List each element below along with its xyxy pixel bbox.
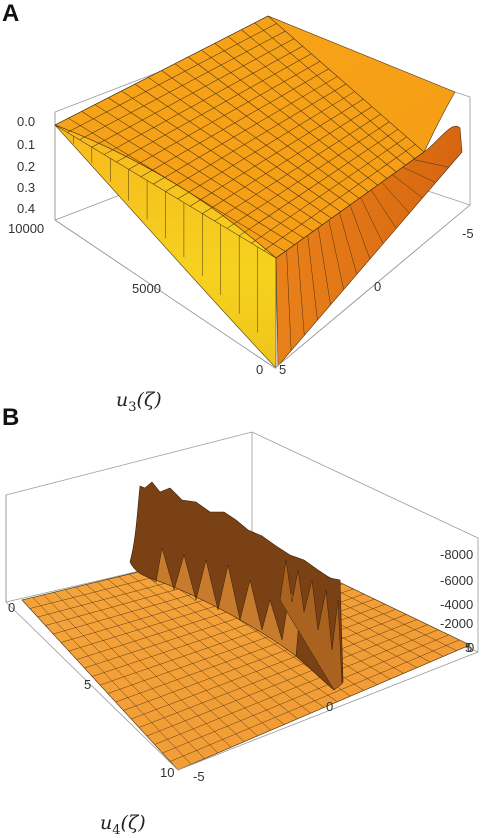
panel-a-z-tick-2: 0.2 <box>17 159 35 174</box>
panel-b-z-tick-1: -6000 <box>440 573 473 588</box>
panel-a-grid-line <box>360 197 384 244</box>
panel-a-grid-line <box>68 117 286 252</box>
panel-a-z-ticks: 0.0 0.1 0.2 0.3 0.4 <box>17 114 35 216</box>
panel-b-grid-line <box>139 571 325 708</box>
panel-a-t-tick-0: 10000 <box>8 221 44 236</box>
panel-a-z-tick-0: 0.0 <box>17 114 35 129</box>
panel-a-grid-line <box>349 204 371 260</box>
panel-a-grid-line <box>328 220 344 290</box>
panel-b-t-ticks: 0 5 10 <box>8 600 174 780</box>
panel-b-grid-line <box>54 592 218 754</box>
panel-a-z-tick-3: 0.3 <box>17 180 35 195</box>
panel-a-grid-line <box>413 159 449 168</box>
panel-a-grid-line <box>214 43 388 179</box>
panel-a-grid-line <box>370 189 397 229</box>
panel-a-t-tick-2: 0 <box>256 362 263 377</box>
panel-b-grid-line <box>107 579 285 725</box>
panel-a-grid-line <box>174 63 360 199</box>
panel-b-grid-line <box>129 573 311 714</box>
panel-a-grid-line <box>201 49 378 186</box>
panel-b-x-tick-1: 0 <box>326 699 333 714</box>
caption-u3-sub: 3 <box>128 399 137 415</box>
panel-a-x-tick-1: 0 <box>374 279 381 294</box>
panel-b-ridge-peak-right <box>279 559 343 691</box>
panel-a-chart: 0.0 0.1 0.2 0.3 0.4 10000 5000 0 5 0 -5 <box>8 15 474 377</box>
caption-u3-main: u <box>116 389 129 411</box>
panel-a-grid-line <box>254 22 415 159</box>
panel-a-grid-line <box>161 70 351 206</box>
panel-a-grid-line <box>286 250 292 351</box>
panel-a-grid-line <box>227 36 397 173</box>
panel-b-z-ticks: -8000 -6000 -4000 -2000 0 <box>440 547 474 655</box>
panel-b-z-tick-4: 0 <box>467 640 474 655</box>
panel-a-grid-line <box>121 90 323 226</box>
panel-letter-a: A <box>2 0 20 27</box>
panel-a-grid-line <box>148 77 341 212</box>
panel-b-x-tick-0: -5 <box>193 769 205 784</box>
panel-b-t-tick-2: 10 <box>160 765 174 780</box>
panel-a-grid-line <box>381 182 410 214</box>
panel-a-z-tick-1: 0.1 <box>17 137 35 152</box>
panel-b-t-tick-0: 0 <box>8 600 15 615</box>
panel-a-grid <box>54 15 449 351</box>
caption-u3-arg: (ζ) <box>136 389 162 411</box>
panel-b-grid-line <box>21 599 179 771</box>
panel-a-surface-side <box>275 125 463 367</box>
panel-a-grid-line <box>339 212 358 275</box>
panel-a-grid-line <box>402 166 436 183</box>
panel-a-grid-line <box>318 227 331 305</box>
panel-b-grid-line <box>32 597 192 765</box>
panel-a-x-tick-0: 5 <box>279 362 286 377</box>
panel-a-grid-line <box>267 15 425 153</box>
panel-letter-b: B <box>2 404 20 431</box>
panel-a-grid-line <box>94 104 304 239</box>
panel-b-x-ticks: -5 0 5 <box>193 640 472 784</box>
panel-b-grid-line <box>96 581 272 731</box>
panel-b-grid-line <box>86 584 258 737</box>
panel-a-grid-line <box>81 111 295 245</box>
panel-a-grid-line <box>241 29 406 166</box>
caption-u4-sub: 4 <box>112 822 121 838</box>
panel-a-x-tick-2: -5 <box>462 226 474 241</box>
panel-a-z-tick-4: 0.4 <box>17 201 35 216</box>
panel-a-grid-line <box>296 242 305 336</box>
panel-b-box-front <box>5 601 479 771</box>
panel-b-z-tick-3: -2000 <box>440 616 473 631</box>
panel-b-grid-line <box>64 589 232 748</box>
panel-a-grid-line <box>307 235 318 321</box>
panel-a-surface-front <box>54 124 277 369</box>
panel-b-t-tick-1: 5 <box>84 677 91 692</box>
panel-b-chart: -8000 -6000 -4000 -2000 0 0 5 10 -5 0 5 <box>5 431 479 784</box>
panel-a-grid-line <box>134 83 332 219</box>
panel-a-x-ticks: 5 0 -5 <box>279 226 474 377</box>
panel-b-grid-line <box>150 568 338 703</box>
panel-b-z-tick-2: -4000 <box>440 597 473 612</box>
panel-a-grid-line <box>108 97 314 232</box>
panel-b-ridge-light <box>149 547 301 657</box>
panel-b-z-tick-0: -8000 <box>440 547 473 562</box>
panel-a-t-ticks: 10000 5000 0 <box>8 221 263 377</box>
caption-u4-arg: (ζ) <box>120 812 146 834</box>
panel-b-x-tick-2: 5 <box>465 640 472 655</box>
panel-b-grid-line <box>43 594 205 759</box>
panel-b-grid-line <box>75 586 245 742</box>
caption-u3: u3(ζ) <box>116 389 162 415</box>
caption-u4-main: u <box>100 812 113 834</box>
caption-u4: u4(ζ) <box>100 812 146 838</box>
panel-a-grid-line <box>392 174 423 199</box>
panel-b-spikes <box>129 481 344 691</box>
panel-a-box-front <box>54 204 471 369</box>
panel-a-grid-line <box>187 56 369 192</box>
panel-a-t-tick-1: 5000 <box>132 281 161 296</box>
panel-b-grid-line <box>118 576 298 720</box>
